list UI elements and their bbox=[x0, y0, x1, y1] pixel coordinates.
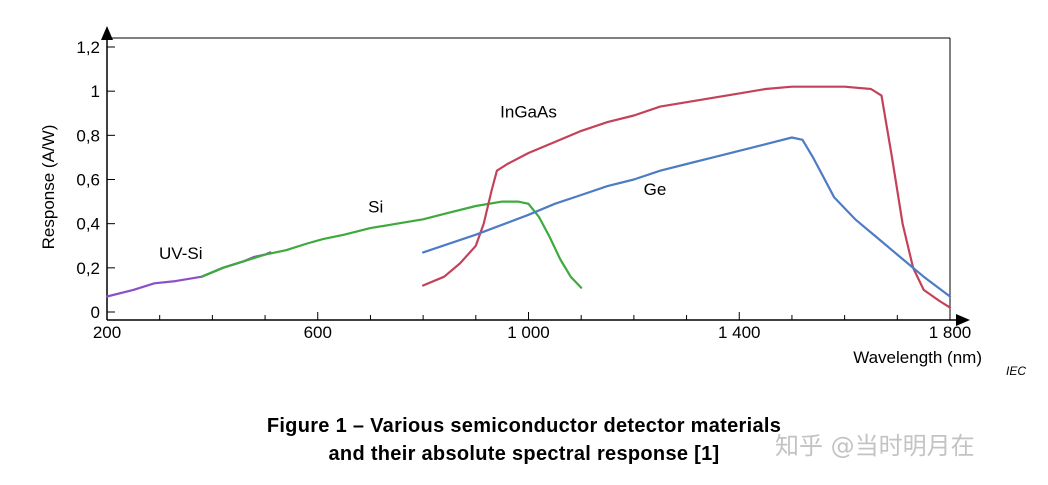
x-axis-arrow bbox=[956, 314, 970, 326]
figure-caption: Figure 1 – Various semiconductor detecto… bbox=[0, 412, 1048, 468]
x-tick-label: 1 000 bbox=[507, 323, 550, 342]
series-label-uv-si: UV-Si bbox=[159, 244, 202, 263]
y-tick-label: 0,8 bbox=[76, 126, 100, 145]
series-label-si: Si bbox=[368, 198, 383, 217]
series-label-ingaas: InGaAs bbox=[500, 103, 557, 122]
x-tick-label: 1 800 bbox=[929, 323, 972, 342]
y-tick-label: 0,4 bbox=[76, 215, 100, 234]
tick-group: 200 600 1 000 1 400 1 800 0 0,2 0,4 0,6 0,8 1 1,2 bbox=[76, 38, 971, 342]
watermark: 知乎 @当时明月在 bbox=[775, 432, 975, 460]
x-axis-label: Wavelength (nm) bbox=[853, 348, 982, 367]
y-axis-label: Response (A/W) bbox=[39, 125, 58, 250]
series-label-ge: Ge bbox=[644, 180, 667, 199]
y-tick-label: 0,2 bbox=[76, 259, 100, 278]
x-tick-label: 1 400 bbox=[718, 323, 761, 342]
spectral-response-chart: 200 600 1 000 1 400 1 800 0 0,2 0,4 0,6 0,8 1 1,2 U… bbox=[39, 26, 982, 367]
series-label-group: UV-Si Si InGaAs Ge bbox=[159, 103, 666, 263]
x-tick-label: 600 bbox=[304, 323, 332, 342]
series-group bbox=[105, 85, 952, 309]
x-tick-label: 200 bbox=[93, 323, 121, 342]
y-axis-arrow bbox=[101, 26, 113, 40]
y-tick-label: 0,6 bbox=[76, 171, 100, 190]
y-tick-label: 1,2 bbox=[76, 38, 100, 57]
y-tick-label: 0 bbox=[91, 303, 100, 322]
series-line-ge bbox=[422, 136, 952, 298]
y-tick-label: 1 bbox=[91, 82, 100, 101]
source-tag: IEC bbox=[1006, 364, 1027, 378]
series-line-si bbox=[200, 200, 583, 289]
caption-line-2: and their absolute spectral response [1] bbox=[328, 443, 720, 465]
series-line-ingaas bbox=[422, 85, 952, 309]
caption-line-1: Figure 1 – Various semiconductor detecto… bbox=[266, 415, 782, 437]
